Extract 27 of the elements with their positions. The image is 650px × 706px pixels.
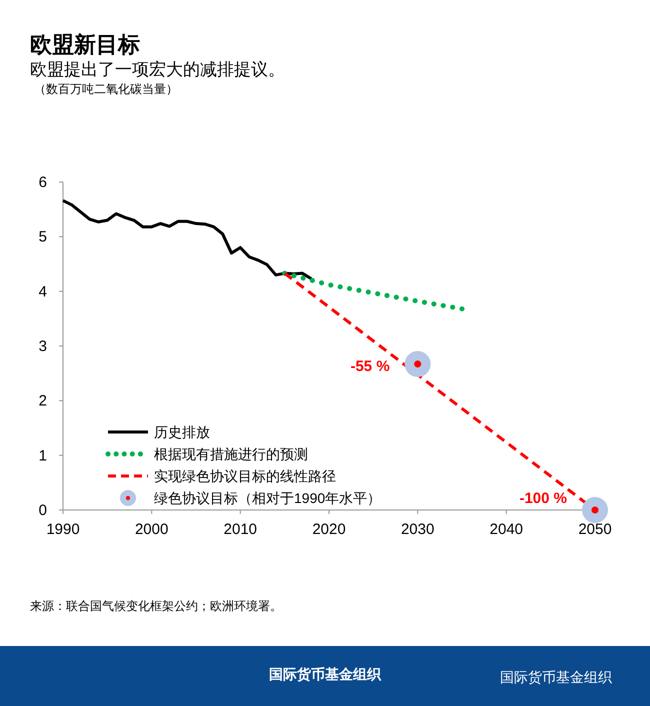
legend-label: 历史排放 xyxy=(154,424,210,440)
annotation: -55 % xyxy=(350,358,390,376)
chart-title: 欧盟新目标 xyxy=(30,32,140,57)
y-tick-label: 2 xyxy=(38,392,47,410)
y-tick-label: 3 xyxy=(38,338,47,355)
line-series xyxy=(62,199,313,280)
x-tick-label: 1990 xyxy=(46,521,80,538)
legend-label: 实现绿色协议目标的线性路径 xyxy=(154,468,336,484)
text: 国际货币基金组织 xyxy=(269,666,382,682)
y-tick-label: 4 xyxy=(38,283,47,300)
x-tick-label: 2050 xyxy=(578,521,612,538)
x-tick-label: 2000 xyxy=(134,521,168,538)
chart-subtitle: 欧盟提出了一项宏大的减排提议。 xyxy=(30,60,285,79)
text: 国际货币基金组织 xyxy=(500,669,612,685)
x-tick-label: 2010 xyxy=(224,521,258,538)
text: （数百万吨二氧化碳当量） xyxy=(34,82,178,96)
legend-label: 根据现有措施进行的预测 xyxy=(154,446,308,462)
y-tick-label: 5 xyxy=(38,228,47,246)
x-tick-label: 2030 xyxy=(400,521,434,538)
x-tick-label: 2040 xyxy=(490,521,524,538)
annotation: -100 % xyxy=(519,490,567,507)
y-tick-label: 1 xyxy=(38,447,47,464)
source-note: 来源：联合国气候变化框架公约；欧洲环境署。 xyxy=(30,599,282,613)
legend-label: 绿色协议目标（相对于1990年水平） xyxy=(154,490,382,506)
y-tick-label: 6 xyxy=(38,174,47,191)
x-tick-label: 2020 xyxy=(312,521,346,538)
y-tick-label: 0 xyxy=(38,502,47,519)
